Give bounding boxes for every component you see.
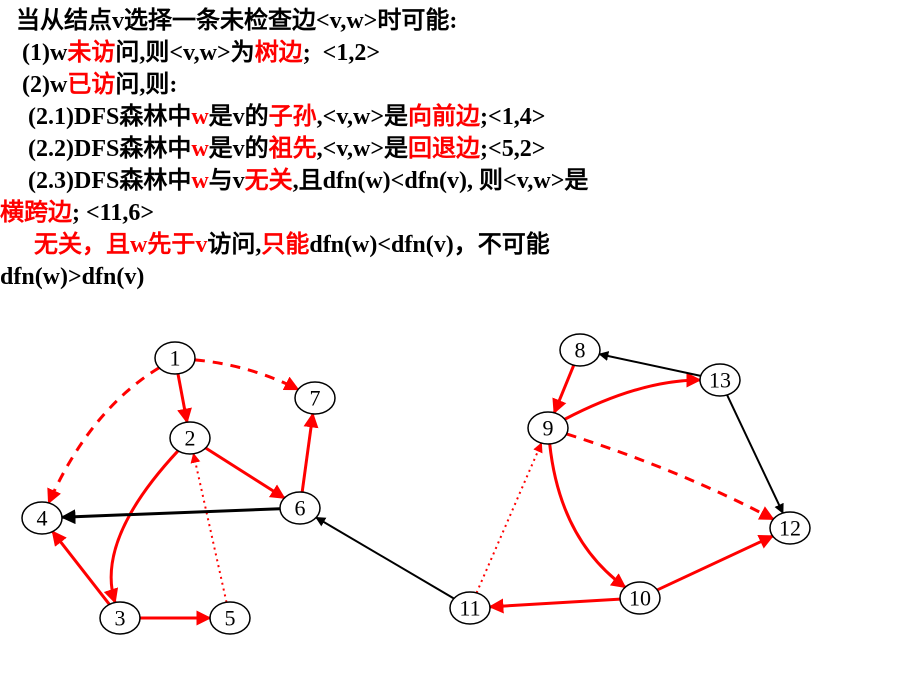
svg-text:10: 10 <box>629 586 651 611</box>
edge-back <box>477 443 542 593</box>
edge-tree <box>53 532 110 605</box>
edge-back <box>194 454 227 602</box>
svg-text:11: 11 <box>459 596 480 621</box>
edge-tree <box>490 599 620 607</box>
svg-text:7: 7 <box>310 386 321 411</box>
svg-text:9: 9 <box>543 416 554 441</box>
svg-text:5: 5 <box>225 606 236 631</box>
edge-tree <box>302 414 313 492</box>
edge-crossBold <box>62 509 280 517</box>
edge-cross <box>599 354 700 376</box>
node-7: 7 <box>295 382 335 414</box>
node-2: 2 <box>170 422 210 454</box>
svg-text:3: 3 <box>115 606 126 631</box>
edge-tree <box>565 380 700 419</box>
text-line: (2.2)DFS森林中w是v的祖先,<v,w>是回退边;<5,2> <box>10 134 545 165</box>
node-4: 4 <box>22 502 62 534</box>
edge-tree <box>178 374 187 422</box>
text-line: dfn(w)>dfn(v) <box>0 262 144 293</box>
text-line: 横跨边; <11,6> <box>0 198 154 229</box>
svg-text:1: 1 <box>170 346 181 371</box>
node-13: 13 <box>700 364 740 396</box>
node-5: 5 <box>210 602 250 634</box>
edge-cross <box>727 395 783 513</box>
text-line: (2.1)DFS森林中w是v的子孙,<v,w>是向前边;<1,4> <box>10 102 545 133</box>
node-3: 3 <box>100 602 140 634</box>
svg-text:2: 2 <box>185 426 196 451</box>
node-10: 10 <box>620 582 660 614</box>
node-12: 12 <box>770 512 810 544</box>
edge-forward <box>567 434 774 519</box>
svg-text:6: 6 <box>295 496 306 521</box>
edge-tree <box>657 536 772 590</box>
text-line: 当从结点v选择一条未检查边<v,w>时可能: <box>10 6 457 37</box>
edge-forward <box>195 360 298 390</box>
svg-text:12: 12 <box>779 516 801 541</box>
edge-tree <box>550 444 625 587</box>
text-line: (2.3)DFS森林中w与v无关,且dfn(w)<dfn(v), 则<v,w>是 <box>10 166 588 197</box>
node-8: 8 <box>560 334 600 366</box>
edge-tree <box>554 365 574 413</box>
node-11: 11 <box>450 592 490 624</box>
text-line: 无关，且w先于v访问,只能dfn(w)<dfn(v)，不可能 <box>10 230 550 261</box>
edge-tree <box>111 451 178 603</box>
dfs-graph: 12345678910111213 <box>0 320 920 690</box>
text-line: (1)w未访问,则<v,w>为树边; <1,2> <box>10 38 380 69</box>
node-9: 9 <box>528 412 568 444</box>
svg-text:8: 8 <box>575 338 586 363</box>
svg-text:4: 4 <box>37 506 48 531</box>
node-6: 6 <box>280 492 320 524</box>
edge-tree <box>206 448 285 498</box>
svg-text:13: 13 <box>709 368 731 393</box>
edge-forward <box>49 368 159 503</box>
text-line: (2)w已访问,则: <box>10 70 177 101</box>
node-1: 1 <box>155 342 195 374</box>
edge-cross <box>316 517 454 598</box>
